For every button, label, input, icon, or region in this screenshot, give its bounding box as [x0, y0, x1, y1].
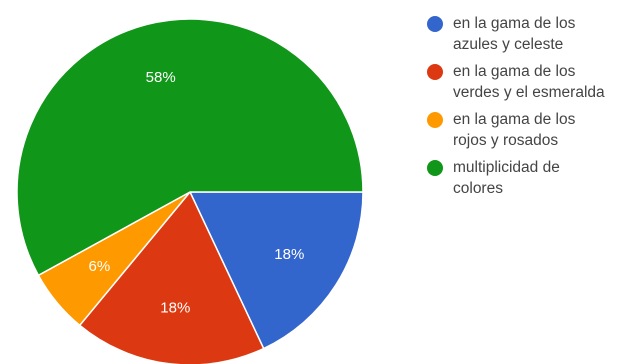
legend-label-2-line-1: en la gama de los: [453, 63, 576, 80]
pie-slice-4: [16, 18, 364, 277]
pie-slices: [16, 18, 364, 364]
legend-label-4-line-1: multiplicidad de: [453, 159, 560, 176]
legend-swatch-3: [427, 112, 443, 128]
legend-label-4-line-2: colores: [453, 180, 503, 197]
legend-item-4: multiplicidad de colores: [427, 159, 560, 197]
legend-item-2: en la gama de los verdes y el esmeralda: [427, 63, 605, 101]
legend-item-3: en la gama de los rojos y rosados: [427, 111, 576, 149]
legend-swatch-1: [427, 16, 443, 32]
pie-slice-labels: 18% 18% 6% 58%: [89, 69, 305, 317]
legend-label-2-line-2: verdes y el esmeralda: [453, 84, 605, 101]
slice-percent-label-4: 58%: [146, 69, 176, 86]
slice-percent-label-3: 6%: [89, 258, 111, 275]
slice-percent-label-1: 18%: [274, 246, 304, 263]
pie-slice-1: [188, 191, 364, 350]
legend-item-1: en la gama de los azules y celeste: [427, 15, 576, 53]
legend-swatch-2: [427, 64, 443, 80]
legend-label-3-line-2: rojos y rosados: [453, 132, 558, 149]
legend-label-3-line-1: en la gama de los: [453, 111, 576, 128]
legend-label-1-line-2: azules y celeste: [453, 36, 563, 53]
legend-label-1-line-1: en la gama de los: [453, 15, 576, 32]
slice-percent-label-2: 18%: [160, 300, 190, 317]
legend-swatch-4: [427, 160, 443, 176]
